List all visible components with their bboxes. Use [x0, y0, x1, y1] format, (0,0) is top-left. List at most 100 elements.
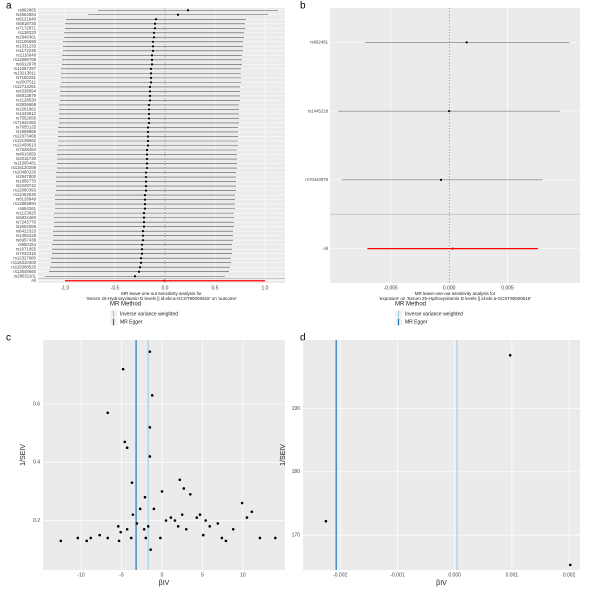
panel-tag: c [6, 333, 11, 344]
row-label: rs11567297 [14, 66, 37, 71]
row-label: rs950154 [18, 242, 37, 247]
x-tick-label: -0.002 [333, 572, 347, 578]
point [119, 530, 122, 534]
row-label: rs1123825 [16, 210, 37, 215]
row-label: rs2281962 [16, 107, 37, 112]
point [59, 539, 63, 543]
x-tick-label: 10 [240, 572, 246, 578]
point [148, 85, 152, 88]
row-label: rs6422323 [16, 228, 37, 233]
point [123, 440, 127, 444]
point [465, 41, 468, 44]
point [145, 166, 149, 170]
legend-label: Inverse variance weighted [120, 311, 178, 317]
point [231, 527, 235, 531]
row-label: rs71842482 [13, 120, 36, 125]
point [139, 257, 143, 260]
point [186, 9, 190, 12]
row-label: rs119308525 [11, 264, 36, 269]
x-tick-label: -0.005 [384, 285, 398, 291]
point [117, 539, 121, 543]
panel-tag: b [300, 1, 306, 12]
x-tick-label: 0.005 [501, 285, 514, 291]
point [143, 203, 147, 206]
point [160, 490, 164, 493]
point [145, 148, 149, 152]
point [147, 108, 151, 111]
row-label: All [323, 246, 328, 251]
row-label: rs4443512 [16, 111, 37, 116]
point [145, 162, 149, 165]
row-label: rs12080393 [13, 188, 36, 193]
row-label: rs7150291 [16, 75, 37, 80]
legend-label: MR Egger [405, 319, 428, 325]
point [76, 536, 80, 540]
point [152, 31, 156, 34]
x-axis-title: βIV [159, 580, 170, 587]
x-tick-label: -5 [119, 572, 124, 578]
row-label: rs12859894 [13, 201, 36, 206]
row-label: rs12452630 [13, 192, 36, 197]
plot-background [43, 340, 285, 570]
point [144, 171, 148, 174]
point [142, 212, 146, 215]
point [125, 446, 129, 450]
point [195, 516, 199, 519]
x-axis-title: 'Serum 25-Hydroxyvitamin D levels || id:… [86, 296, 237, 301]
x-tick-label: 0.001 [506, 572, 519, 578]
point [204, 519, 207, 522]
point [176, 525, 180, 528]
x-tick-label: 0.0 [162, 285, 169, 291]
legend-label: Inverse variance weighted [405, 311, 463, 317]
point [147, 103, 151, 107]
row-label: rs1959869 [16, 129, 37, 134]
legend-title: MR Method [395, 302, 426, 308]
y-tick-label: 0.6 [33, 401, 40, 407]
point [149, 76, 153, 79]
row-label: rs12648660 [13, 269, 36, 274]
row-label: rs2116049 [16, 52, 37, 57]
point [106, 411, 110, 415]
point [142, 225, 146, 228]
point [142, 527, 146, 531]
point [153, 27, 157, 30]
point [145, 153, 149, 156]
x-axis-title: MR leave-one-out sensitivity analysis fo… [121, 291, 202, 296]
row-label: rs2007511 [16, 80, 37, 85]
x-axis-title: 'exposure' on 'Serum 25-Hydroxyvitamin D… [379, 296, 531, 301]
row-label: rs11305481 [14, 161, 37, 166]
point [151, 45, 155, 48]
point [131, 513, 135, 516]
point [159, 536, 162, 540]
point [147, 117, 151, 120]
y-tick-label: 170 [292, 532, 301, 538]
point [140, 243, 144, 246]
point [144, 184, 148, 188]
row-label: rs28631101 [14, 273, 37, 278]
point [147, 112, 151, 116]
point [324, 519, 328, 523]
point [146, 139, 150, 143]
point [138, 266, 142, 269]
row-label: rs6121940 [16, 16, 37, 21]
point [184, 527, 188, 531]
row-label: rs6612978 [16, 61, 37, 66]
point [178, 478, 182, 482]
point [224, 539, 228, 543]
point [182, 487, 186, 490]
row-label: rs654261 [18, 206, 37, 211]
point [208, 525, 212, 528]
point [150, 58, 154, 61]
point [144, 536, 148, 540]
x-tick-label: -0.5 [111, 285, 120, 291]
point [151, 49, 155, 52]
legend-label: MR Egger [120, 319, 143, 325]
y-tick-label: 0.4 [33, 460, 40, 466]
row-label: rs662481 [310, 40, 329, 45]
row-label: rs2106690 [16, 39, 37, 44]
point [173, 519, 177, 522]
point [151, 40, 155, 43]
x-tick-label: 0.002 [563, 572, 576, 578]
point [98, 533, 101, 537]
row-label: rs1671955 [16, 246, 37, 251]
